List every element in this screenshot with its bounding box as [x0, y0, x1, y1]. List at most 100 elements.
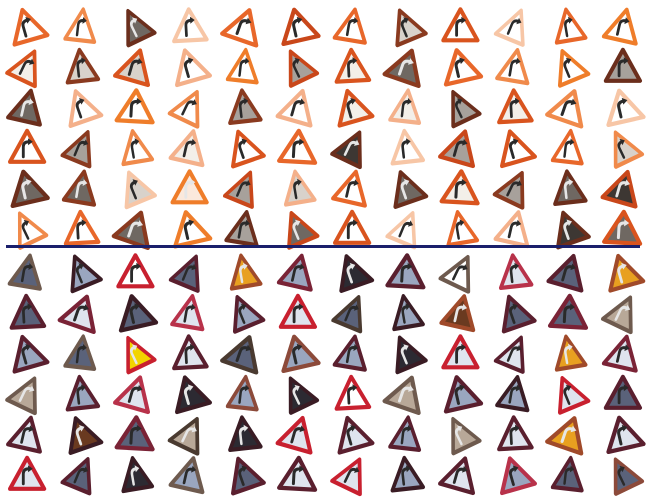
curve-right-icon: [292, 305, 302, 324]
bottom-sign-sample: [116, 253, 155, 289]
warning-triangle-icon: [114, 88, 155, 125]
warning-triangle-icon: [438, 456, 475, 496]
curve-arrowhead-icon: [241, 138, 247, 146]
top-sign-sample: [441, 7, 480, 43]
warning-triangle-icon: [68, 89, 104, 128]
warning-triangle-icon: [493, 335, 525, 374]
warning-triangle-icon: [168, 456, 205, 495]
curve-right-icon: [564, 345, 571, 365]
curve-arrowhead-icon: [407, 385, 414, 392]
warning-triangle-icon: [393, 170, 429, 209]
curve-arrowhead-icon: [136, 424, 142, 432]
curve-arrowhead-icon: [352, 57, 358, 65]
top-sign-sample: [281, 7, 321, 47]
warning-triangle-icon: [70, 254, 103, 294]
curve-arrowhead-icon: [25, 16, 31, 24]
warning-triangle-icon: [613, 130, 645, 169]
warning-triangle-icon: [175, 375, 212, 415]
curve-arrowhead-icon: [28, 263, 34, 270]
top-sign-sample: [439, 169, 480, 206]
bottom-sign-sample: [277, 455, 318, 492]
curve-arrowhead-icon: [187, 57, 194, 65]
curve-arrowhead-icon: [296, 343, 303, 351]
bottom-sign-sample: [501, 294, 537, 334]
top-sign-sample: [287, 211, 320, 250]
curve-right-icon: [238, 305, 246, 324]
curve-right-icon: [454, 59, 463, 78]
curve-right-icon: [509, 305, 516, 324]
curve-right-icon: [18, 59, 33, 75]
bottom-sign-sample: [550, 455, 584, 493]
warning-triangle-icon: [170, 169, 209, 205]
curve-right-icon: [563, 386, 571, 405]
curve-right-icon: [75, 181, 86, 199]
bottom-sign-sample: [232, 295, 266, 334]
top-sign-sample: [114, 88, 155, 125]
warning-triangle-icon: [114, 415, 155, 452]
warning-triangle-icon: [451, 89, 482, 129]
warning-triangle-icon: [228, 415, 263, 453]
curve-right-icon: [401, 467, 409, 486]
top-sign-sample: [60, 130, 92, 169]
curve-right-icon: [400, 345, 408, 365]
curve-right-icon: [75, 345, 85, 364]
bottom-sign-sample: [114, 415, 155, 452]
warning-triangle-icon: [550, 128, 584, 166]
warning-triangle-icon: [167, 89, 200, 129]
curve-right-icon: [238, 59, 248, 77]
curve-arrowhead-icon: [623, 57, 629, 65]
curve-right-icon: [343, 467, 358, 483]
warning-triangle-icon: [277, 128, 318, 165]
curve-right-icon: [617, 264, 625, 284]
curve-right-icon: [400, 426, 410, 445]
curve-arrowhead-icon: [297, 178, 302, 186]
bottom-sign-sample: [392, 293, 425, 332]
curve-right-icon: [617, 140, 626, 159]
top-sign-sample: [550, 128, 584, 166]
curve-arrowhead-icon: [353, 219, 358, 227]
warning-triangle-icon: [332, 334, 367, 372]
curve-right-icon: [292, 345, 301, 365]
warning-triangle-icon: [331, 295, 363, 334]
curve-right-icon: [238, 99, 247, 119]
curve-arrowhead-icon: [83, 304, 89, 311]
top-sign-sample: [443, 48, 484, 87]
top-sign-sample: [173, 210, 213, 249]
bottom-sign-sample: [613, 457, 645, 496]
top-sign-sample: [554, 7, 588, 45]
curve-right-icon: [130, 140, 138, 159]
bottom-sign-sample: [545, 416, 584, 456]
bottom-sign-sample: [497, 415, 534, 452]
top-sign-sample: [492, 170, 525, 210]
curve-right-icon: [563, 221, 570, 240]
curve-right-icon: [130, 264, 139, 283]
top-sign-sample: [446, 209, 480, 248]
top-sign-sample: [493, 210, 530, 249]
curve-right-icon: [76, 386, 84, 405]
curve-right-icon: [127, 59, 141, 76]
warning-triangle-icon: [63, 209, 101, 246]
warning-triangle-icon: [493, 210, 530, 249]
curve-right-icon: [21, 221, 30, 240]
warning-triangle-icon: [228, 88, 263, 126]
bottom-sign-sample: [339, 254, 375, 293]
curve-arrowhead-icon: [621, 262, 627, 270]
curve-arrowhead-icon: [83, 466, 89, 473]
curve-arrowhead-icon: [512, 465, 519, 473]
warning-triangle-icon: [501, 294, 537, 334]
curve-arrowhead-icon: [132, 17, 138, 24]
bottom-sign-sample: [118, 294, 159, 333]
top-sign-sample: [393, 170, 429, 209]
warning-triangle-icon: [334, 47, 372, 84]
curve-right-icon: [400, 18, 408, 38]
curve-right-icon: [615, 19, 628, 36]
curve-arrowhead-icon: [81, 384, 86, 392]
warning-triangle-icon: [334, 374, 372, 411]
curve-right-icon: [183, 221, 192, 240]
curve-arrowhead-icon: [405, 138, 411, 146]
warning-triangle-icon: [12, 334, 50, 374]
bottom-sign-sample: [390, 455, 425, 493]
bottom-sign-sample: [68, 416, 104, 455]
warning-triangle-icon: [172, 7, 209, 44]
curve-arrowhead-icon: [27, 303, 33, 311]
